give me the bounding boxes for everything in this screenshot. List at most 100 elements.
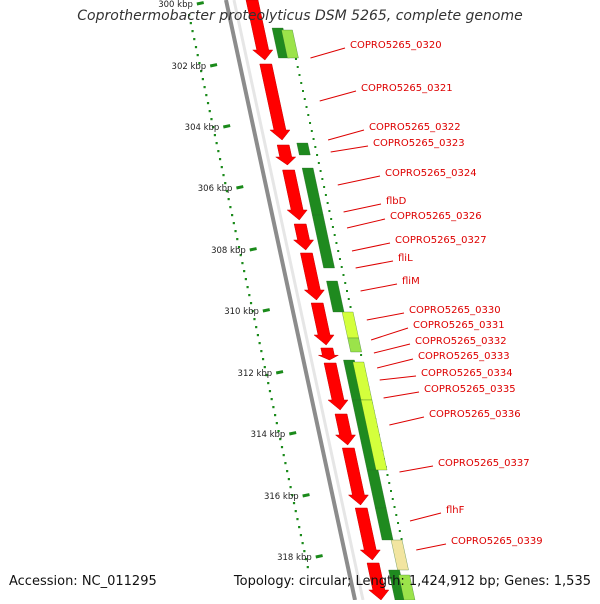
scale-dot (277, 430, 280, 433)
scale-dot (236, 238, 239, 241)
scale-tick (315, 554, 323, 559)
gene-label[interactable]: COPRO5265_0322 (369, 122, 461, 133)
scale-dot (286, 470, 289, 473)
scale-dot (270, 398, 273, 401)
label-leader-line (389, 416, 425, 426)
forward-gene-arrow[interactable] (334, 413, 357, 446)
scale-dot (287, 478, 290, 481)
gene-label[interactable]: flhF (446, 505, 465, 516)
gene-label[interactable]: flbD (386, 196, 407, 207)
gene-label[interactable]: fliL (398, 253, 413, 264)
forward-gene-arrow[interactable] (318, 347, 339, 361)
gene-label[interactable]: COPRO5265_0324 (385, 168, 477, 179)
gene-label[interactable]: COPRO5265_0321 (361, 83, 453, 94)
reverse-gene-block[interactable] (301, 167, 324, 216)
gene-label[interactable]: COPRO5265_0339 (451, 536, 543, 547)
forward-gene-arrow[interactable] (274, 144, 297, 166)
reverse-gene-block[interactable] (347, 337, 362, 353)
scale-dot (191, 30, 194, 33)
scale-dot (328, 210, 331, 212)
gene-label[interactable]: COPRO5265_0336 (429, 409, 521, 420)
scale-dot (275, 422, 278, 425)
gene-label[interactable]: COPRO5265_0320 (350, 40, 442, 51)
forward-gene-arrow[interactable] (259, 63, 291, 141)
scale-dot (302, 90, 304, 92)
scale-dot (395, 514, 398, 516)
gene-label[interactable]: COPRO5265_0326 (390, 211, 482, 222)
scale-dot (393, 506, 396, 508)
gene-label[interactable]: COPRO5265_0330 (409, 305, 501, 316)
gene-labels: COPRO5265_0320 COPRO5265_0321 COPRO5265_03… (310, 40, 543, 551)
forward-gene-arrow[interactable] (292, 223, 315, 251)
scale-tick-label: 302 kbp (172, 62, 207, 72)
scale-tick (302, 493, 310, 498)
forward-gene-arrow[interactable] (342, 447, 369, 506)
scale-dot (282, 454, 285, 457)
scale-dot (303, 550, 306, 553)
genome-summary: Topology: circular; Length: 1,424,912 bp… (233, 574, 591, 589)
scale-dot (335, 242, 338, 244)
forward-gene-arrow[interactable] (323, 362, 349, 411)
gene-label[interactable]: COPRO5265_0327 (395, 235, 487, 246)
scale-dot (291, 494, 294, 497)
scale-dot (189, 22, 192, 25)
reverse-gene-block[interactable] (312, 214, 335, 269)
forward-gene-arrow[interactable] (300, 252, 325, 301)
scale-dot (231, 214, 234, 217)
scale-dot (208, 110, 211, 113)
scale-dot (360, 354, 363, 356)
scale-dot (229, 206, 232, 209)
scale-ticks: 300 kbp 302 kbp 304 kbp 306 kbp 308 kbp 310 k… (158, 0, 403, 569)
reverse-gene-block[interactable] (326, 280, 345, 313)
scale-dot (307, 114, 310, 116)
label-leader-line (327, 129, 365, 141)
scale-dot (198, 62, 201, 65)
reverse-gene-block[interactable] (296, 142, 311, 156)
reverse-gene-block[interactable] (390, 539, 409, 571)
scale-dot (263, 366, 266, 369)
reverse-gene-block[interactable] (375, 507, 394, 541)
scale-dot (397, 522, 400, 524)
forward-gene-arrow[interactable] (245, 0, 274, 61)
scale-dot (310, 130, 313, 132)
scale-dot (301, 542, 304, 545)
forward-gene-arrow[interactable] (354, 507, 381, 561)
reverse-gene-block[interactable] (360, 399, 388, 471)
reverse-gene-block[interactable] (341, 311, 359, 339)
forward-gene-arrow[interactable] (310, 302, 335, 346)
gene-label[interactable]: COPRO5265_0333 (418, 351, 510, 362)
scale-dot (200, 70, 203, 73)
scale-dot (210, 118, 213, 121)
gene-label[interactable]: COPRO5265_0334 (421, 368, 513, 379)
scale-dot (196, 54, 199, 57)
forward-gene-arrow[interactable] (366, 562, 390, 601)
label-leader-line (399, 465, 434, 473)
scale-dot (261, 358, 265, 361)
gene-label[interactable]: COPRO5265_0337 (438, 458, 530, 469)
scale-dot (324, 194, 327, 196)
forward-gene-arrow[interactable] (282, 169, 308, 221)
scale-dot (239, 254, 242, 257)
scale-dot (227, 198, 230, 201)
reverse-gene-block[interactable] (366, 469, 387, 509)
scale-tick (209, 63, 218, 68)
scale-dot (232, 222, 235, 225)
scale-dot (284, 462, 287, 465)
scale-dot (344, 282, 347, 284)
gene-label[interactable]: fliM (402, 276, 420, 287)
reverse-gene-block[interactable] (281, 29, 299, 59)
gene-label[interactable]: COPRO5265_0331 (413, 320, 505, 331)
label-leader-line (379, 375, 417, 381)
scale-dot (312, 138, 315, 140)
label-leader-line (337, 175, 381, 186)
scale-dot (194, 46, 198, 49)
scale-dot (346, 290, 348, 292)
scale-dot (338, 258, 341, 260)
scale-dot (212, 126, 215, 129)
gene-label[interactable]: COPRO5265_0335 (424, 384, 516, 395)
scale-dot (218, 158, 222, 161)
gene-label[interactable]: COPRO5265_0332 (415, 336, 507, 347)
gene-label[interactable]: COPRO5265_0323 (373, 138, 465, 149)
